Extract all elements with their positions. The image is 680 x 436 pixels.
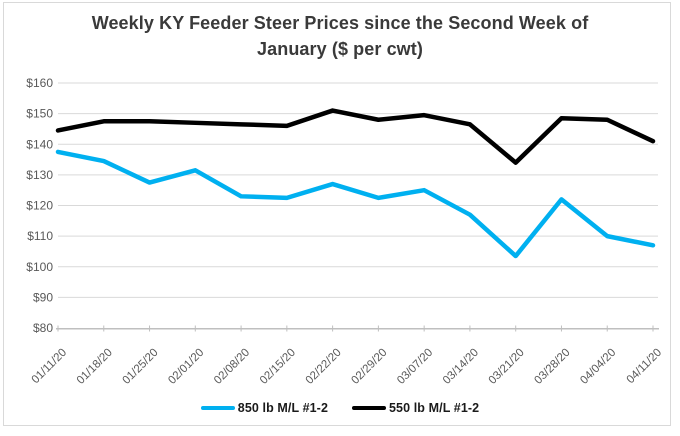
chart-title-line-2: January ($ per cwt) xyxy=(257,39,423,59)
series-line-850lb xyxy=(55,149,656,259)
legend-item-850lb: 850 lb M/L #1-2 xyxy=(200,401,328,415)
x-axis-tick-label: 02/22/20 xyxy=(304,347,344,387)
y-axis-tick-label: $90 xyxy=(33,290,53,304)
x-axis-tick-label: 03/14/20 xyxy=(441,347,481,387)
x-axis-tick-label: 02/15/20 xyxy=(258,347,298,387)
y-axis-tick-label: $130 xyxy=(26,168,53,182)
y-axis-tick-label: $80 xyxy=(33,321,53,335)
y-axis-tick-label: $160 xyxy=(26,76,53,90)
y-axis-tick-label: $100 xyxy=(26,260,53,274)
legend-swatch-850lb xyxy=(200,405,235,411)
chart-title-line-1: Weekly KY Feeder Steer Prices since the … xyxy=(91,13,589,33)
x-axis-tick-label: 02/29/20 xyxy=(349,347,389,387)
y-axis-tick-label: $110 xyxy=(27,229,53,243)
legend-item-550lb: 550 lb M/L #1-2 xyxy=(352,401,479,415)
x-axis-tick-label: 01/25/20 xyxy=(121,347,161,387)
y-axis-tick-label: $140 xyxy=(26,137,53,151)
x-axis-tick-label: 03/21/20 xyxy=(487,347,527,387)
x-axis-tick-label: 04/11/20 xyxy=(625,347,665,387)
x-axis-tick-label: 01/18/20 xyxy=(75,347,115,387)
x-axis-tick-label: 02/01/20 xyxy=(166,347,206,387)
x-axis-tick-label: 02/08/20 xyxy=(212,347,252,387)
series-line-550lb xyxy=(55,108,656,165)
legend-label-550lb: 550 lb M/L #1-2 xyxy=(389,401,480,415)
x-axis-tick-label: 03/07/20 xyxy=(395,347,435,387)
legend-swatch-550lb xyxy=(352,405,386,411)
x-axis-tick-label: 04/04/20 xyxy=(578,347,618,387)
legend-label-850lb: 850 lb M/L #1-2 xyxy=(237,401,328,415)
x-axis-tick-label: 03/28/20 xyxy=(532,347,572,387)
y-axis-tick-label: $120 xyxy=(26,199,53,213)
x-axis-tick-label: 01/11/20 xyxy=(30,347,70,387)
y-axis-tick-label: $150 xyxy=(26,107,53,121)
legend: 850 lb M/L #1-2 550 lb M/L #1-2 xyxy=(0,401,680,415)
chart-title: Weekly KY Feeder Steer Prices since the … xyxy=(0,10,680,62)
